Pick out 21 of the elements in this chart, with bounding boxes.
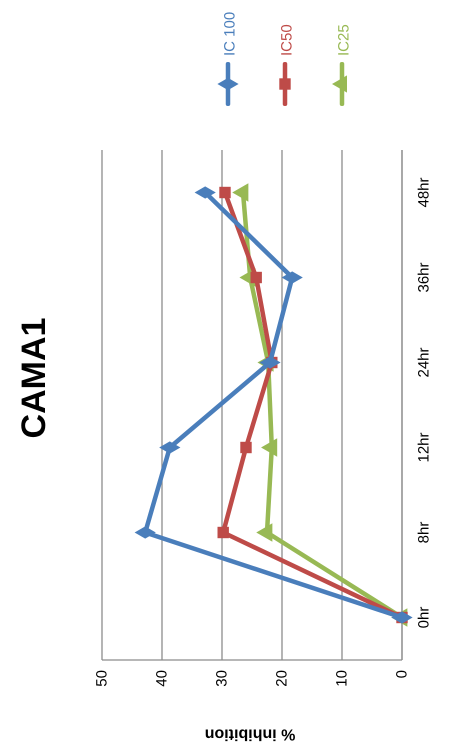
text: IC 100 bbox=[222, 12, 238, 56]
y-tick-label: 48hr bbox=[415, 177, 432, 208]
y-tick-label: 24hr bbox=[415, 347, 432, 378]
x-tick-label: 20 bbox=[274, 670, 290, 687]
y-tick-label: 0hr bbox=[415, 606, 432, 628]
x-tick-label: 30 bbox=[214, 670, 230, 687]
x-tick-label: 0 bbox=[394, 670, 410, 678]
text: IC50 bbox=[278, 24, 296, 56]
x-tick-label: 10 bbox=[334, 670, 350, 687]
x-tick-label: 50 bbox=[94, 670, 110, 687]
text: CAMA1 bbox=[15, 318, 53, 438]
point bbox=[218, 526, 229, 538]
x-axis-title: % inhibition bbox=[204, 726, 296, 742]
y-tick-label: 36hr bbox=[415, 262, 432, 293]
point bbox=[219, 186, 231, 198]
y-tick-label: 8hr bbox=[415, 522, 432, 544]
x-tick-label: 40 bbox=[154, 670, 170, 687]
y-tick-label: 12hr bbox=[415, 432, 432, 463]
point bbox=[240, 442, 252, 454]
text: IC25 bbox=[336, 24, 352, 56]
point bbox=[250, 272, 262, 284]
